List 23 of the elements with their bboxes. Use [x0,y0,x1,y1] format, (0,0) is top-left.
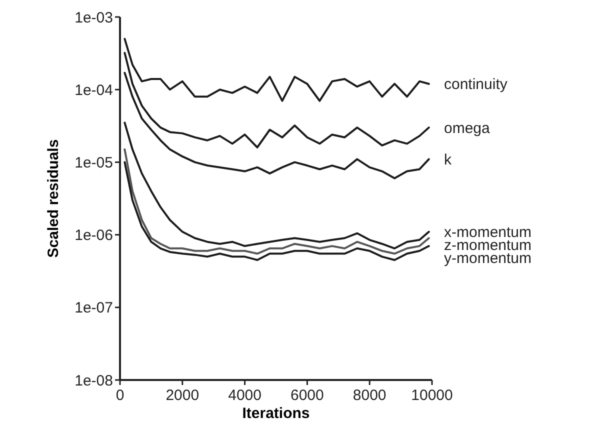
y-tick-label: 1e-07 [74,300,113,317]
line-series [124,148,430,255]
x-axis-title: Iterations [242,405,310,422]
x-tick-label: 10000 [411,387,453,404]
y-tick-label: 1e-08 [74,372,113,390]
series-label: omega [444,120,491,137]
line-series [124,38,430,102]
line-series [124,161,430,261]
series-label: k [444,151,452,168]
x-tick-label: 6000 [290,387,324,404]
x-tick-label: 8000 [352,387,386,404]
y-tick-label: 1e-03 [74,9,113,26]
y-tick-label: 1e-06 [74,227,113,244]
x-tick-label: 2000 [166,387,200,404]
y-axis-title: Scaled residuals [45,139,62,258]
line-series [124,122,430,250]
y-tick-label: 1e-05 [74,154,113,172]
line-series [124,52,430,148]
line-series [124,72,430,180]
x-tick-label: 0 [116,387,124,404]
series-label: continuity [444,76,508,94]
y-tick-label: 1e-04 [74,82,113,99]
x-tick-label: 4000 [228,387,262,404]
